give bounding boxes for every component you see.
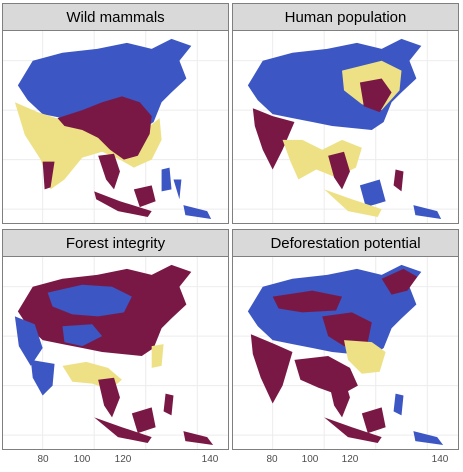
region-southeast-high (294, 355, 358, 396)
region-indonesia-medium (324, 189, 382, 218)
map-panel-human-population: Human population (232, 3, 459, 224)
map-panel-forest-integrity: Forest integrity (2, 229, 229, 450)
region-borneo-high (131, 407, 156, 434)
region-north-high (272, 290, 343, 313)
region-north-low (47, 284, 132, 317)
map-plot (233, 31, 458, 223)
region-high-peninsula (98, 153, 120, 190)
region-islands-low (161, 167, 212, 220)
x-tick-label: 120 (341, 454, 359, 465)
map-svg (233, 257, 458, 449)
map-plot (233, 257, 458, 449)
x-tick-label: 80 (37, 454, 49, 465)
region-south-medium (344, 340, 386, 374)
panel-title: Wild mammals (66, 8, 165, 26)
x-tick-label: 80 (266, 454, 278, 465)
map-panel-deforestation-potential: Deforestation potential (232, 229, 459, 450)
region-peninsula-high (328, 151, 350, 190)
region-india-low (30, 359, 55, 396)
region-east-high (359, 78, 392, 113)
region-central-high (322, 312, 372, 347)
map-svg (3, 257, 228, 449)
panel-title-strip: Wild mammals (3, 4, 228, 31)
x-tick-label: 120 (114, 454, 132, 465)
region-india-high (250, 334, 293, 404)
region-peninsula-high (98, 377, 120, 418)
region-indonesia-high (94, 417, 152, 444)
region-west-low (14, 316, 43, 366)
panel-title-strip: Human population (233, 4, 458, 31)
region-islands-low (413, 205, 442, 220)
x-tick-label: 140 (201, 454, 219, 465)
map-svg (3, 31, 228, 223)
region-high-borneo (133, 185, 156, 208)
map-svg (233, 31, 458, 223)
region-south-high (252, 108, 295, 170)
region-islands (393, 169, 404, 192)
region-indonesia-high (324, 417, 382, 444)
x-tick-label: 140 (431, 454, 449, 465)
panel-title: Human population (284, 8, 407, 26)
region-islands-high (163, 393, 214, 446)
panel-title: Deforestation potential (270, 234, 421, 252)
region-islands-low (393, 393, 444, 446)
map-plot (3, 257, 228, 449)
region-mainland (17, 38, 192, 130)
region-high-indonesia (94, 191, 152, 218)
map-panel-wild-mammals: Wild mammals (2, 3, 229, 224)
x-tick-label: 100 (301, 454, 319, 465)
region-south-india (42, 161, 55, 190)
region-south-medium (282, 139, 362, 180)
region-east-medium (151, 344, 164, 368)
panel-title-strip: Deforestation potential (233, 230, 458, 257)
region-northeast-high (381, 268, 418, 295)
panel-title: Forest integrity (65, 234, 166, 252)
x-tick-label: 100 (73, 454, 91, 465)
panel-title-strip: Forest integrity (3, 230, 228, 257)
region-borneo-low (359, 179, 386, 208)
region-tibet-low (62, 324, 103, 347)
map-plot (3, 31, 228, 223)
region-high-belt (57, 96, 152, 160)
region-borneo-high (361, 407, 386, 434)
region-peninsula-high (328, 377, 350, 418)
